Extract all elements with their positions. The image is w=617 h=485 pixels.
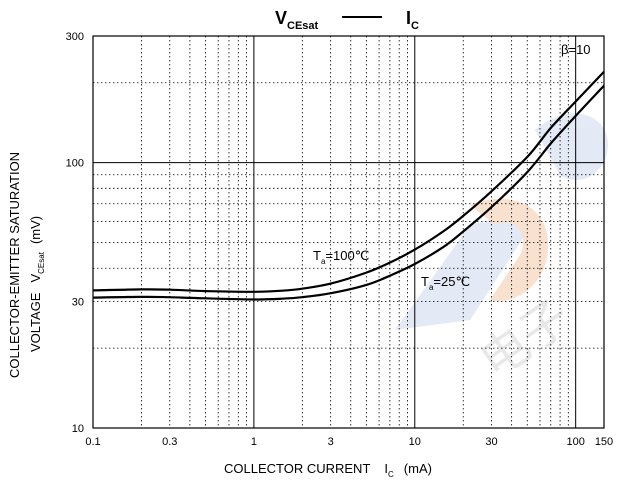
y-axis-label-line2: VOLTAGEVCEsat(mV) xyxy=(28,216,46,352)
y-tick-label: 10 xyxy=(72,423,84,435)
title-lhs: V xyxy=(275,8,287,28)
x-tick-label: 0.1 xyxy=(85,436,100,448)
x-tick-label: 10 xyxy=(409,436,421,448)
x-tick-label: 3 xyxy=(328,436,334,448)
series-group xyxy=(92,70,605,301)
grid xyxy=(93,36,604,428)
y-tick-label: 100 xyxy=(66,158,84,170)
x-tick-label: 150 xyxy=(595,436,613,448)
title-rhs-sub: C xyxy=(411,20,419,32)
tick-labels: 0.1 0.3 1 3 10 30 100 150 10 30 100 300 xyxy=(66,31,614,448)
watermark-text: 电子 xyxy=(471,291,580,389)
svg-text:VCEsat: VCEsat xyxy=(275,8,319,32)
x-tick-label: 100 xyxy=(566,436,584,448)
series-line-ta-100c xyxy=(92,70,605,293)
watermark-shape-left xyxy=(395,215,525,330)
series-label-25c: Ta=25℃ xyxy=(421,274,470,292)
plot-frame xyxy=(92,35,605,429)
title-rhs: I xyxy=(406,8,411,28)
series-label-100c: Ta=100℃ xyxy=(313,248,369,266)
y-tick-label: 30 xyxy=(72,296,84,308)
watermark-shape-orange xyxy=(470,198,549,302)
svg-text:IC: IC xyxy=(406,8,419,32)
watermark-shape-right xyxy=(535,113,608,180)
y-axis-label-line1: COLLECTOR-EMITTER SATURATION xyxy=(7,152,22,378)
x-tick-label: 0.3 xyxy=(162,436,177,448)
x-tick-label: 1 xyxy=(251,436,257,448)
y-tick-label: 300 xyxy=(66,31,84,43)
chart-title: VCEsat IC xyxy=(275,8,419,32)
series-line-ta-25c xyxy=(92,84,605,301)
title-lhs-sub: CEsat xyxy=(287,20,319,32)
condition-label: β=10 xyxy=(561,42,591,57)
x-axis-label: COLLECTOR CURRENT IC (mA) xyxy=(224,461,432,479)
x-tick-label: 30 xyxy=(485,436,497,448)
